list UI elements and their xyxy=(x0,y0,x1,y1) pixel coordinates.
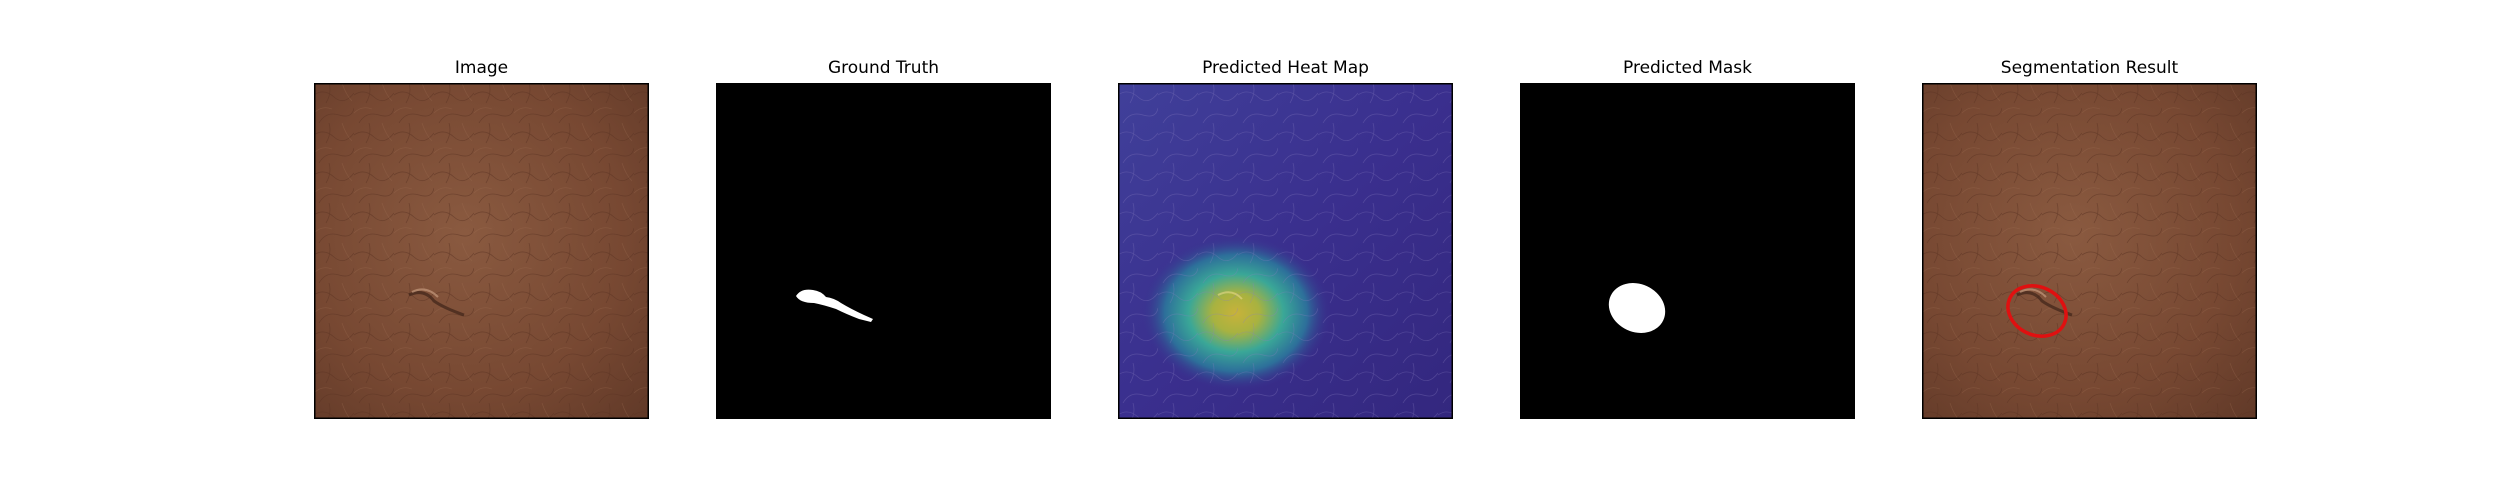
leather-image xyxy=(314,83,649,419)
panel-segmentation-result xyxy=(1922,83,2257,419)
heat-map xyxy=(1118,83,1453,419)
panel-title-segmentation-result: Segmentation Result xyxy=(2000,58,2179,78)
predicted-region xyxy=(1608,283,1666,333)
panel-predicted-mask xyxy=(1520,83,1855,419)
segmentation-contour xyxy=(2006,284,2068,338)
predicted-mask xyxy=(1520,83,1855,419)
panel-image xyxy=(314,83,649,419)
panel-heat-map xyxy=(1118,83,1453,419)
panel-title-image: Image xyxy=(454,58,509,78)
segmentation-result xyxy=(1922,83,2257,419)
ground-truth-mask xyxy=(716,83,1051,419)
panel-title-heat-map: Predicted Heat Map xyxy=(1202,58,1369,78)
panel-title-ground-truth: Ground Truth xyxy=(827,58,940,78)
ground-truth-region xyxy=(796,289,873,322)
defect-scratch xyxy=(408,288,465,317)
panel-title-predicted-mask: Predicted Mask xyxy=(1623,58,1752,78)
panel-ground-truth xyxy=(716,83,1051,419)
